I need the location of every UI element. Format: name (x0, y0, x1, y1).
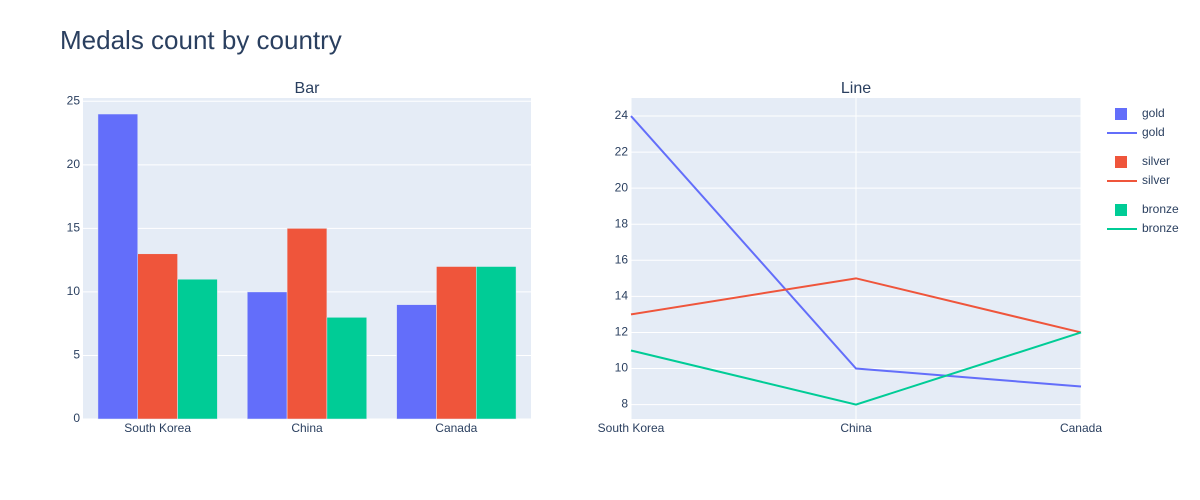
y-tick-label: 8 (621, 397, 628, 411)
y-tick-label: 20 (67, 157, 81, 171)
bar (247, 291, 288, 420)
x-tick-label: China (291, 421, 323, 435)
y-tick-label: 10 (615, 361, 629, 375)
bar (396, 304, 437, 420)
y-tick-label: 14 (615, 289, 629, 303)
line (630, 277, 1082, 334)
bar (137, 253, 178, 420)
y-tick-label: 5 (73, 348, 80, 362)
legend-label: silver (1142, 154, 1170, 168)
line (630, 331, 1082, 406)
x-tick-label: China (840, 421, 872, 435)
bar (286, 228, 328, 420)
y-tick-label: 25 (67, 93, 81, 107)
y-tick-label: 0 (73, 411, 80, 425)
y-tick-label: 24 (615, 108, 629, 122)
bar (177, 278, 218, 420)
x-tick-label: Canada (1060, 421, 1102, 435)
legend-label: bronze (1142, 221, 1179, 235)
bar (97, 113, 139, 420)
subplot-title: Bar (295, 80, 321, 97)
legend-label: bronze (1142, 202, 1179, 216)
chart-title: Medals count by country (60, 25, 342, 55)
y-tick-label: 12 (615, 325, 629, 339)
legend-label: gold (1142, 106, 1165, 120)
legend-label: silver (1142, 173, 1170, 187)
x-tick-label: South Korea (124, 421, 191, 435)
x-tick-label: South Korea (598, 421, 665, 435)
y-tick-label: 22 (615, 144, 629, 158)
legend-swatch[interactable] (1115, 108, 1127, 120)
x-tick-label: Canada (435, 421, 477, 435)
bar (475, 266, 517, 420)
legend-label: gold (1142, 125, 1165, 139)
legend-swatch[interactable] (1115, 204, 1127, 216)
y-tick-label: 18 (615, 216, 629, 230)
y-tick-label: 16 (615, 252, 629, 266)
y-tick-label: 10 (67, 284, 81, 298)
bar (436, 266, 477, 420)
line (630, 115, 1082, 388)
y-tick-label: 20 (615, 180, 629, 194)
y-tick-label: 15 (67, 221, 81, 235)
subplot-title: Line (841, 80, 871, 97)
bar (326, 317, 367, 420)
legend-swatch[interactable] (1115, 156, 1127, 168)
